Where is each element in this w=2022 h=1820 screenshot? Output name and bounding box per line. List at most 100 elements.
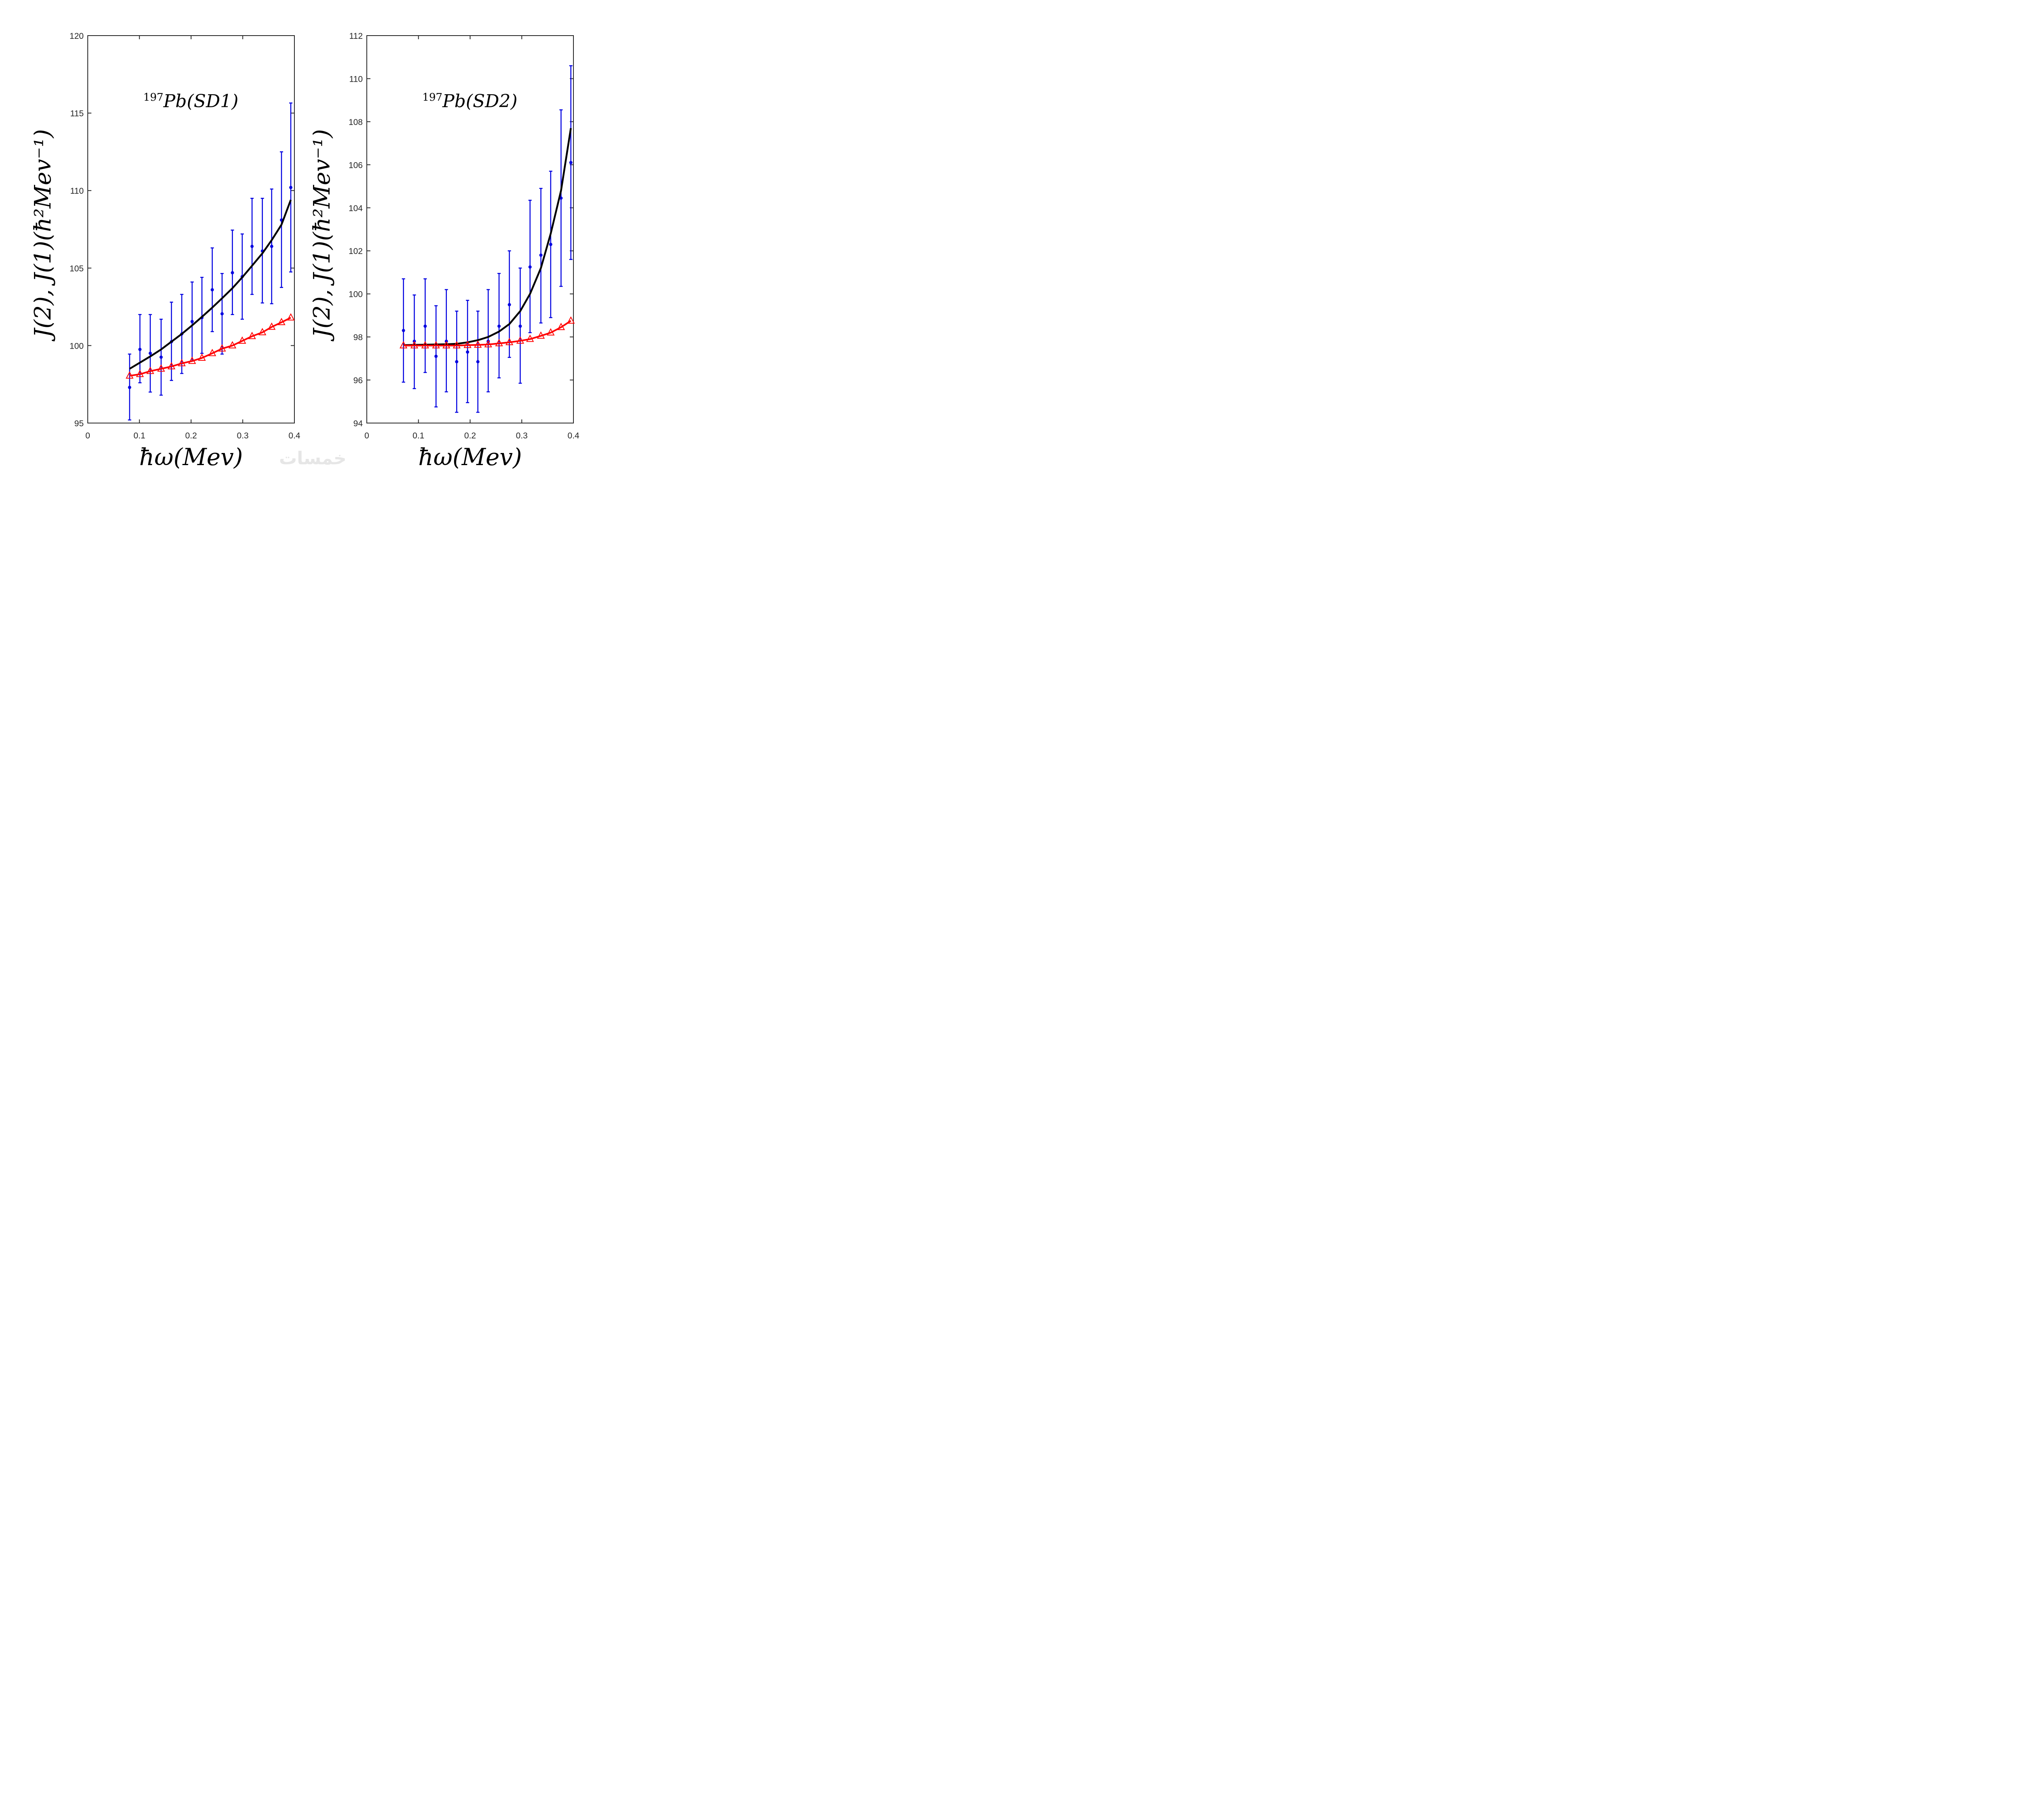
- x-tick-label: 0: [364, 431, 369, 440]
- triangle-marker: [178, 359, 186, 366]
- triangle-marker: [146, 366, 154, 374]
- triangle-marker: [136, 370, 144, 377]
- data-point: [128, 385, 131, 389]
- y-tick-label: 104: [349, 204, 363, 213]
- y-tick-label: 95: [74, 419, 84, 428]
- triangle-marker: [557, 323, 565, 330]
- y-tick-label: 106: [349, 161, 363, 170]
- x-tick-label: 0.2: [185, 431, 197, 440]
- data-point: [508, 303, 511, 307]
- annotation-superscript: 197: [143, 91, 163, 104]
- y-tick-label: 100: [349, 290, 363, 299]
- fit-curve: [129, 199, 292, 370]
- triangle-marker: [484, 340, 492, 347]
- data-point: [549, 243, 552, 246]
- x-tick-label: 0.1: [133, 431, 145, 440]
- triangle-marker: [198, 353, 206, 361]
- y-tick-label: 98: [353, 333, 363, 342]
- triangle-marker: [463, 341, 472, 348]
- y-tick-label: 100: [70, 341, 84, 351]
- data-point: [497, 324, 501, 328]
- fit-curve: [403, 128, 572, 346]
- j1-curve: [129, 317, 291, 377]
- data-point: [289, 186, 293, 189]
- triangle-marker: [277, 317, 286, 325]
- panel-annotation: 197Pb(SD2): [422, 91, 517, 112]
- data-point: [190, 320, 194, 324]
- data-point: [423, 324, 427, 328]
- data-point: [231, 271, 234, 275]
- data-point: [270, 245, 273, 248]
- y-axis-label: J(2), J(1)(ħ²Mev⁻¹): [30, 129, 56, 341]
- series-line-triangle: [400, 316, 575, 349]
- annotation-superscript: 197: [422, 91, 442, 104]
- series-line: [129, 199, 292, 370]
- data-point: [402, 329, 405, 332]
- y-axis-label: J(2), J(1)(ħ²Mev⁻¹): [309, 129, 335, 341]
- y-tick-label: 112: [349, 32, 363, 41]
- j1-curve: [403, 320, 571, 347]
- data-point: [528, 265, 532, 269]
- triangle-marker: [400, 341, 408, 349]
- x-tick-label: 0.3: [237, 431, 249, 440]
- data-point: [159, 356, 163, 359]
- y-tick-label: 96: [353, 376, 363, 385]
- triangle-marker: [157, 364, 165, 372]
- data-point: [138, 347, 142, 351]
- data-point: [210, 288, 214, 292]
- figure: 0 0.1 0.2 0.3 0.495100105110115120197Pb(SD1)…: [30, 32, 580, 471]
- triangle-marker: [248, 332, 256, 339]
- x-axis-label: ħω(Mev): [139, 443, 243, 471]
- triangle-marker: [125, 371, 134, 379]
- annotation-text: Pb(SD1): [163, 91, 239, 112]
- x-tick-label: 0: [85, 431, 90, 440]
- triangle-marker: [238, 336, 246, 344]
- data-point: [539, 253, 543, 257]
- y-tick-label: 108: [349, 118, 363, 127]
- triangle-marker: [167, 362, 176, 370]
- data-point: [569, 161, 573, 165]
- data-point: [476, 360, 480, 364]
- series-line: [403, 128, 572, 346]
- y-tick-label: 94: [353, 419, 363, 428]
- triangle-marker: [228, 341, 237, 349]
- data-point: [148, 351, 152, 355]
- triangle-marker: [442, 341, 451, 349]
- data-point: [466, 350, 470, 354]
- series-errorbar: [402, 65, 573, 413]
- triangle-marker: [432, 341, 440, 349]
- data-point: [220, 312, 224, 315]
- triangle-marker: [495, 339, 503, 347]
- x-tick-label: 0.4: [567, 431, 580, 440]
- triangle-marker: [421, 341, 429, 349]
- x-tick-label: 0.3: [516, 431, 528, 440]
- x-axis-label: ħω(Mev): [418, 443, 522, 471]
- y-tick-label: 120: [70, 32, 84, 41]
- triangle-marker: [537, 331, 545, 339]
- y-tick-label: 110: [349, 74, 363, 84]
- triangle-marker: [567, 316, 575, 324]
- triangle-marker: [505, 338, 514, 345]
- left-panel: 0 0.1 0.2 0.3 0.4 95 100 105 110 115 120 197Pb(SD1)…: [30, 32, 300, 471]
- triangle-marker: [287, 313, 295, 321]
- series-line-triangle: [125, 313, 295, 379]
- triangle-marker: [516, 336, 525, 344]
- triangle-marker: [208, 349, 216, 356]
- watermark: خمسات: [279, 448, 347, 469]
- triangle-marker: [188, 356, 196, 364]
- triangle-marker: [268, 322, 276, 330]
- right-panel: 0 0.1 0.2 0.3 0.4 94 96 98 100 102 104 106 108 110 112…: [309, 32, 580, 471]
- triangle-marker: [218, 344, 226, 352]
- annotation-text: Pb(SD2): [442, 91, 518, 112]
- x-tick-label: 0.4: [288, 431, 300, 440]
- y-tick-label: 110: [70, 186, 84, 196]
- triangle-marker: [526, 334, 534, 342]
- x-tick-label: 0.2: [464, 431, 476, 440]
- data-point: [434, 355, 438, 358]
- data-point: [455, 360, 459, 364]
- panel-annotation: 197Pb(SD1): [143, 91, 238, 112]
- y-tick-label: 105: [70, 264, 84, 273]
- triangle-marker: [453, 341, 461, 349]
- triangle-marker: [547, 328, 555, 336]
- triangle-marker: [410, 341, 419, 349]
